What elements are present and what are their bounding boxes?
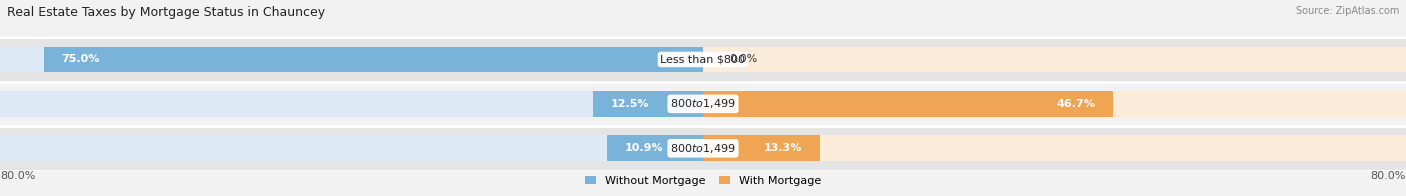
Bar (0, 135, 703, 161)
Bar (703, 135, 1406, 161)
Bar (0, 91, 703, 117)
Text: 80.0%: 80.0% (0, 171, 35, 181)
Text: 10.9%: 10.9% (624, 143, 664, 153)
Bar (703, 91, 1114, 117)
Bar (0, 47, 703, 72)
Text: 75.0%: 75.0% (62, 54, 100, 64)
Bar (703, 47, 1406, 72)
Text: 13.3%: 13.3% (763, 143, 803, 153)
Text: $800 to $1,499: $800 to $1,499 (671, 142, 735, 155)
Text: Source: ZipAtlas.com: Source: ZipAtlas.com (1295, 6, 1399, 16)
Bar (0, 126, 1406, 171)
Text: Real Estate Taxes by Mortgage Status in Chauncey: Real Estate Taxes by Mortgage Status in … (7, 6, 325, 19)
Legend: Without Mortgage, With Mortgage: Without Mortgage, With Mortgage (581, 172, 825, 191)
Bar (0, 82, 1406, 126)
Bar (44, 47, 703, 72)
Text: $800 to $1,499: $800 to $1,499 (671, 97, 735, 110)
Bar (703, 91, 1406, 117)
Bar (593, 91, 703, 117)
Bar (0, 37, 1406, 82)
Text: 46.7%: 46.7% (1057, 99, 1095, 109)
Text: 12.5%: 12.5% (610, 99, 650, 109)
Bar (703, 135, 820, 161)
Text: 80.0%: 80.0% (1371, 171, 1406, 181)
Text: 0.0%: 0.0% (730, 54, 758, 64)
Text: Less than $800: Less than $800 (661, 54, 745, 64)
Bar (607, 135, 703, 161)
